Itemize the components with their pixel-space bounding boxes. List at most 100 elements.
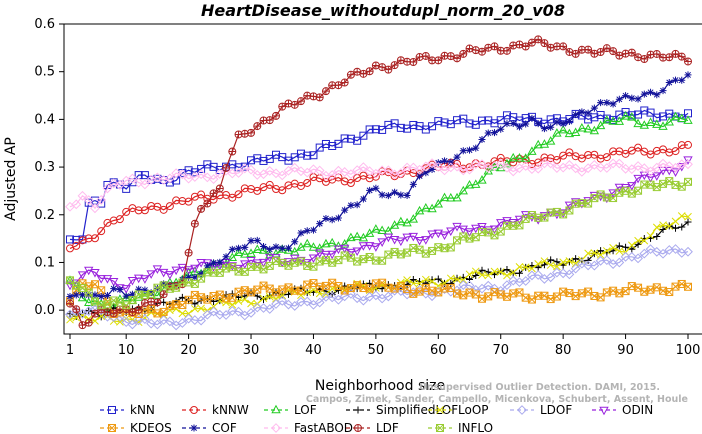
data-point: [570, 163, 581, 174]
data-point: [684, 177, 692, 186]
data-point: [608, 116, 618, 125]
data-point: [233, 168, 244, 178]
data-point: [478, 271, 486, 279]
data-point: [614, 116, 625, 125]
x-tick-label: 100: [676, 343, 701, 358]
data-point: [503, 271, 511, 280]
data-point: [102, 183, 113, 194]
data-point: [534, 264, 542, 272]
data-point: [391, 188, 399, 196]
data-point: [634, 240, 642, 248]
data-point: [102, 275, 113, 284]
data-point: [333, 245, 344, 255]
data-point: [384, 192, 392, 200]
data-point: [109, 277, 119, 287]
data-point: [659, 226, 667, 234]
data-point: [627, 112, 637, 121]
data-point: [514, 215, 525, 225]
credit-line-1: Campos, Zimek, Sander, Campello, Micenko…: [306, 394, 688, 405]
data-point: [652, 49, 661, 58]
data-point: [453, 153, 461, 161]
legend-marker: [108, 406, 116, 414]
x-tick-label: 1: [66, 343, 74, 358]
data-point: [659, 221, 667, 229]
data-point: [640, 106, 649, 115]
data-point: [559, 261, 567, 269]
data-point: [258, 258, 269, 268]
data-point: [197, 164, 206, 173]
data-point: [664, 116, 674, 126]
data-point: [84, 234, 93, 243]
data-point: [615, 95, 623, 103]
data-point: [183, 313, 194, 324]
legend-item-odin: ODIN: [592, 403, 653, 417]
data-point: [133, 274, 144, 284]
data-point: [484, 271, 493, 280]
data-point: [241, 243, 249, 251]
data-point: [622, 92, 630, 100]
legend-item-knnw: kNNW: [182, 403, 249, 417]
data-point: [308, 254, 319, 263]
data-point: [315, 93, 324, 102]
data-point: [196, 259, 206, 268]
data-point: [122, 292, 130, 300]
data-point: [576, 166, 587, 177]
data-point: [253, 154, 262, 163]
data-point: [215, 184, 224, 193]
data-point: [659, 112, 668, 121]
data-point: [216, 258, 224, 266]
data-point: [528, 264, 536, 273]
data-point: [321, 291, 331, 302]
data-point: [439, 165, 450, 176]
data-point: [609, 247, 617, 255]
data-point: [72, 305, 81, 314]
data-point: [590, 150, 599, 159]
data-point: [78, 291, 86, 299]
data-point: [446, 243, 455, 252]
data-point: [265, 180, 274, 189]
data-point: [495, 158, 506, 169]
data-point: [490, 42, 499, 51]
data-point: [540, 39, 549, 48]
data-point: [527, 146, 537, 155]
data-point: [140, 206, 149, 215]
data-point: [614, 158, 625, 169]
data-point: [547, 123, 555, 131]
data-point: [328, 141, 337, 150]
data-point: [397, 191, 405, 199]
data-point: [296, 149, 305, 158]
data-point: [83, 306, 94, 316]
data-point: [197, 304, 205, 313]
data-point: [595, 120, 606, 130]
data-point: [465, 119, 474, 128]
data-point: [471, 267, 480, 276]
data-point: [366, 186, 374, 194]
data-point: [265, 116, 274, 125]
data-point: [484, 43, 493, 52]
data-point: [183, 266, 194, 275]
data-point: [383, 233, 394, 243]
data-point: [327, 250, 337, 260]
y-axis-label: Adjusted AP: [3, 137, 19, 221]
data-point: [589, 125, 600, 135]
data-point: [65, 281, 75, 291]
data-point: [509, 41, 518, 50]
data-point: [371, 243, 381, 252]
data-point: [141, 286, 149, 294]
data-point: [352, 293, 363, 304]
data-point: [209, 302, 218, 311]
data-point: [377, 238, 387, 247]
legend-label: LOF: [294, 403, 317, 417]
data-point: [371, 125, 380, 134]
data-point: [309, 151, 318, 160]
data-point: [553, 118, 561, 126]
data-point: [540, 257, 549, 265]
data-point: [396, 123, 405, 132]
data-point: [646, 150, 655, 159]
data-point: [565, 257, 574, 265]
data-point: [677, 141, 686, 150]
data-point: [409, 120, 418, 129]
legend-marker: [517, 405, 527, 415]
data-point: [146, 318, 157, 329]
legend-label: KDEOS: [130, 421, 172, 434]
